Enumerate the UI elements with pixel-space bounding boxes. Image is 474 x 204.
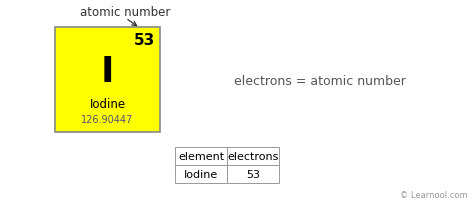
Text: 53: 53 bbox=[134, 33, 155, 48]
Text: electrons: electrons bbox=[228, 151, 279, 161]
Text: atomic number: atomic number bbox=[80, 7, 171, 19]
Bar bbox=[227, 147, 279, 165]
Text: element: element bbox=[178, 151, 224, 161]
Text: © Learnool.com: © Learnool.com bbox=[401, 190, 468, 199]
Text: 53: 53 bbox=[246, 169, 260, 179]
Text: 126.90447: 126.90447 bbox=[82, 115, 134, 125]
Text: I: I bbox=[101, 55, 114, 89]
Bar bbox=[227, 165, 279, 183]
Bar bbox=[175, 147, 227, 165]
Bar bbox=[175, 165, 227, 183]
Text: Iodine: Iodine bbox=[90, 98, 126, 111]
Bar bbox=[55, 28, 160, 132]
Text: electrons = atomic number: electrons = atomic number bbox=[234, 75, 406, 88]
Text: Iodine: Iodine bbox=[184, 169, 218, 179]
